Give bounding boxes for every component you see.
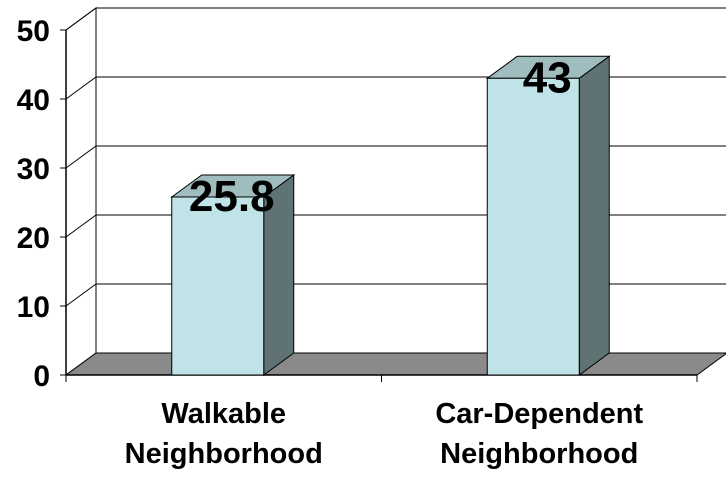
gridline [65, 7, 726, 31]
category-labels: Walkable Neighborhood Car-Dependent Neighbo… [125, 398, 644, 470]
chart-floor [64, 352, 726, 376]
bar [170, 173, 296, 376]
chart-walls [65, 7, 726, 376]
axes [60, 29, 698, 382]
y-tick-labels: 0 10 20 30 40 50 [17, 15, 50, 393]
category-label: Neighborhood [125, 438, 323, 470]
floor-plane [64, 352, 726, 376]
y-tick-label: 50 [17, 15, 50, 48]
data-label: 25.8 [189, 172, 275, 221]
category-label: Walkable [161, 398, 286, 430]
y-tick-label: 30 [17, 153, 50, 186]
y-tick-label: 20 [17, 222, 50, 255]
bars [170, 55, 611, 376]
y-tick-label: 10 [17, 291, 50, 324]
y-tick-label: 0 [33, 360, 50, 393]
bar-front [171, 196, 265, 376]
data-labels: 25.8 43 [189, 53, 572, 221]
category-label: Neighborhood [440, 438, 638, 470]
bar-side [578, 55, 610, 376]
bar [485, 55, 611, 376]
bar-front [486, 77, 580, 376]
y-tick-label: 40 [17, 84, 50, 117]
side-wall [65, 7, 97, 376]
category-label: Car-Dependent [435, 398, 643, 430]
data-label: 43 [523, 53, 572, 102]
